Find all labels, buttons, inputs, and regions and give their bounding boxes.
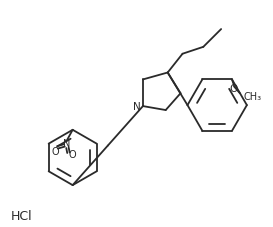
Text: O: O bbox=[51, 147, 59, 157]
Text: N: N bbox=[63, 139, 70, 149]
Text: N: N bbox=[133, 102, 141, 112]
Text: CH₃: CH₃ bbox=[244, 92, 262, 102]
Text: O: O bbox=[230, 84, 238, 94]
Text: HCl: HCl bbox=[10, 210, 32, 223]
Text: O: O bbox=[69, 151, 76, 160]
